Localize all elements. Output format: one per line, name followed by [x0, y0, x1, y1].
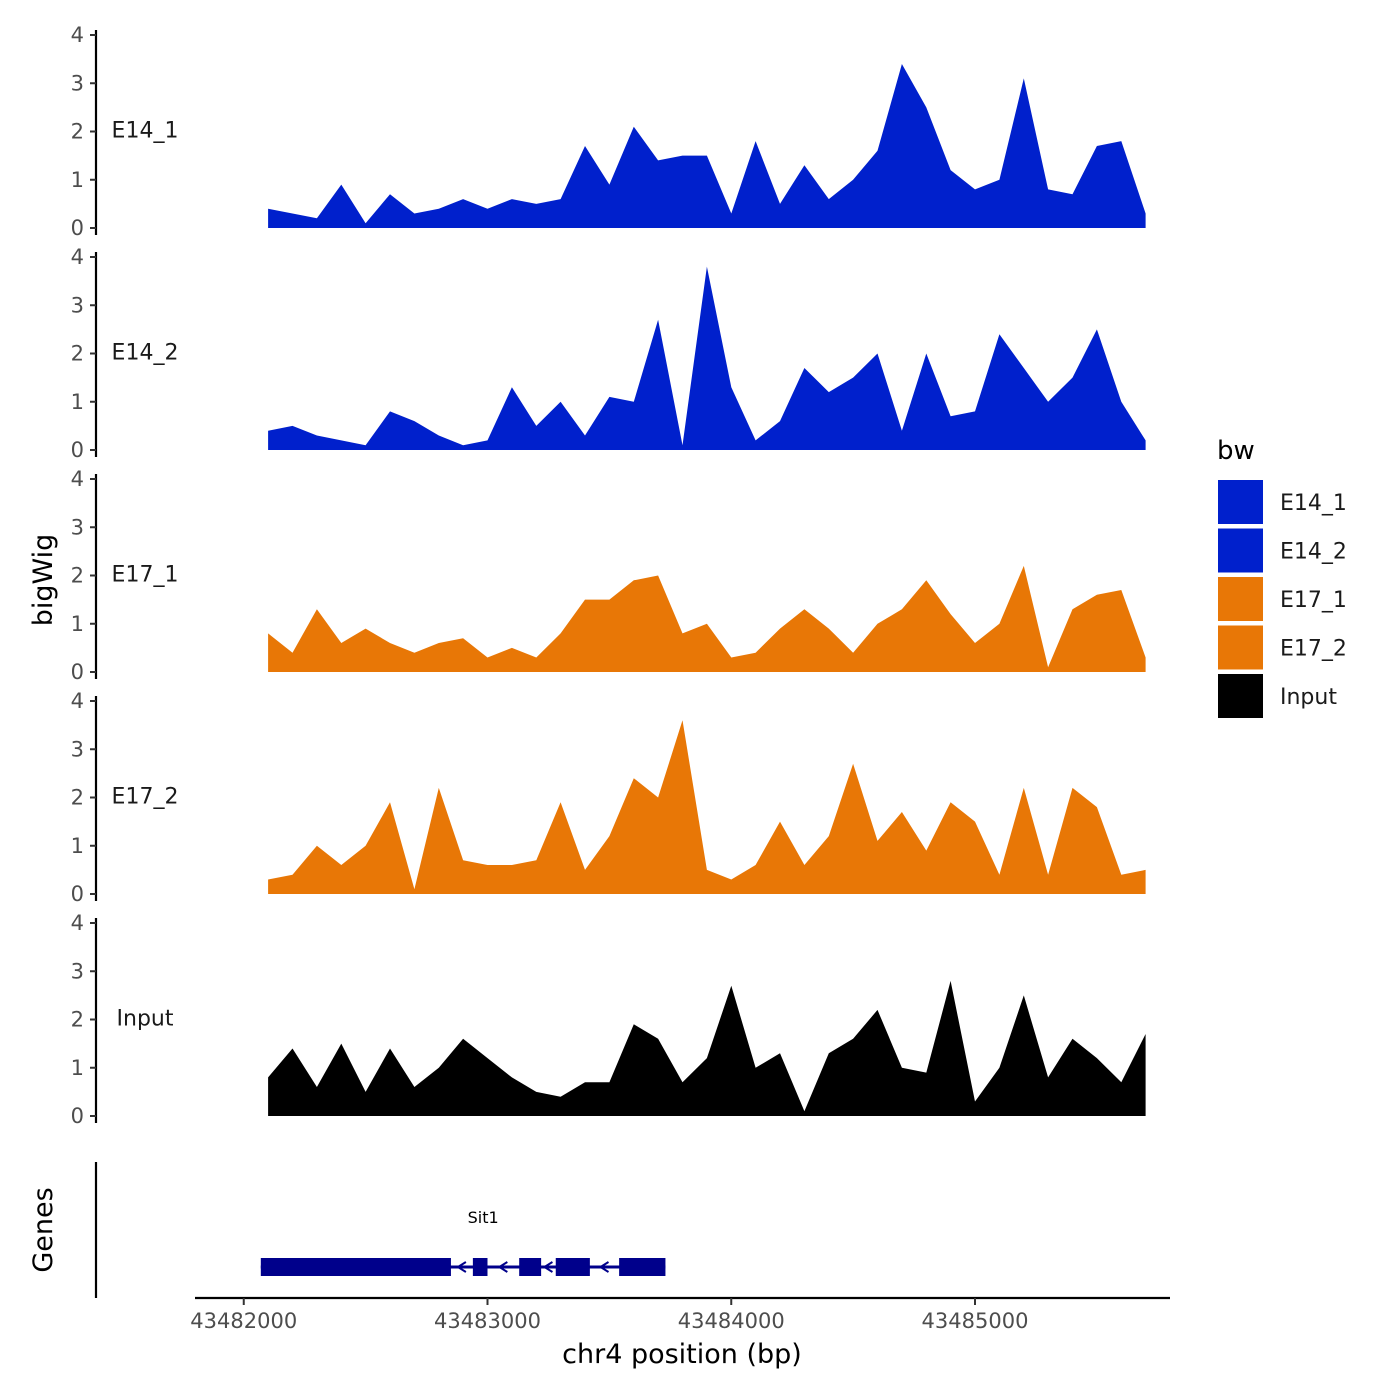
track-input: 0 1 2 3 4 Input [71, 911, 1146, 1128]
x-tick-label: 43485000 [922, 1309, 1029, 1333]
legend-swatch [1218, 577, 1263, 621]
y-tick-label: 0 [71, 882, 84, 906]
y-tick-label: 3 [71, 71, 84, 95]
y-tick-label: 1 [71, 834, 84, 858]
y-tick-label: 1 [71, 168, 84, 192]
y-tick-label: 0 [71, 438, 84, 462]
track-label: E17_1 [112, 563, 179, 588]
y-tick-label: 4 [71, 911, 84, 935]
track-e14-2: 0 1 2 3 4 E14_2 [71, 245, 1146, 462]
track-label: E17_2 [112, 785, 179, 810]
signal-area-e14-1 [268, 64, 1146, 228]
y-tick-label: 0 [71, 216, 84, 240]
y-tick-label: 0 [71, 660, 84, 684]
legend-label: E17_1 [1280, 588, 1347, 613]
y-tick-label: 3 [71, 959, 84, 983]
gene-strand-arrow [542, 1261, 553, 1273]
x-tick-label: 43482000 [190, 1309, 297, 1333]
y-axis-title: bigWig [28, 534, 59, 627]
y-tick-label: 1 [71, 1056, 84, 1080]
y-tick-label: 3 [71, 737, 84, 761]
gene-exon [619, 1258, 666, 1276]
track-label: E14_1 [112, 119, 179, 144]
gene-exon [472, 1258, 488, 1276]
bigwig-tracks: 0 1 2 3 4 E14_1 0 1 2 3 4 E14_2 0 1 2 3 4 E17_1 0 1 2 3 4 E17_2… [71, 23, 1146, 1128]
y-tick-label: 2 [71, 120, 84, 144]
y-tick-label: 4 [71, 23, 84, 47]
legend-label: E14_1 [1280, 491, 1347, 516]
gene-exon [555, 1258, 590, 1276]
track-e17-1: 0 1 2 3 4 E17_1 [71, 467, 1146, 684]
x-tick-label: 43484000 [678, 1309, 785, 1333]
track-label: E14_2 [112, 341, 179, 366]
y-tick-label: 4 [71, 467, 84, 491]
y-tick-label: 0 [71, 1104, 84, 1128]
y-tick-label: 3 [71, 293, 84, 317]
x-axis-title: chr4 position (bp) [562, 1339, 802, 1370]
y-tick-label: 3 [71, 515, 84, 539]
track-e14-1: 0 1 2 3 4 E14_1 [71, 23, 1146, 240]
gene-exon [260, 1258, 451, 1276]
gene-strand-arrow [598, 1261, 610, 1273]
signal-area-e14-2 [268, 266, 1146, 450]
signal-area-e17-2 [268, 720, 1146, 894]
gene-name-label: Sit1 [468, 1208, 499, 1227]
legend-label: E14_2 [1280, 540, 1347, 565]
legend-swatch [1218, 528, 1263, 573]
y-tick-label: 2 [71, 342, 84, 366]
legend-swatch [1218, 625, 1263, 670]
gene-sit1: Sit1 [260, 1208, 666, 1276]
track-label: Input [117, 1007, 174, 1032]
y-tick-label: 4 [71, 689, 84, 713]
genes-panel-title: Genes [28, 1187, 59, 1272]
x-tick-label: 43483000 [434, 1309, 541, 1333]
legend-swatch [1218, 674, 1263, 718]
legend-label: E17_2 [1280, 637, 1347, 662]
signal-area-input [268, 980, 1146, 1116]
y-tick-label: 1 [71, 390, 84, 414]
x-axis: 43482000 43483000 43484000 43485000 [190, 1296, 1170, 1333]
legend: bw E14_1 E14_2 E17_1 E17_2 Input [1217, 436, 1347, 718]
gene-exon [519, 1258, 542, 1276]
gene-strand-arrow [497, 1261, 508, 1273]
signal-area-e17-1 [268, 565, 1146, 672]
y-tick-label: 2 [71, 1008, 84, 1032]
y-tick-label: 2 [71, 786, 84, 810]
gene-strand-arrow [456, 1261, 467, 1273]
y-tick-label: 2 [71, 564, 84, 588]
legend-title: bw [1217, 436, 1255, 466]
y-tick-label: 1 [71, 612, 84, 636]
y-tick-label: 4 [71, 245, 84, 269]
legend-swatch [1218, 480, 1263, 524]
genes-panel: Genes Sit1 [28, 1162, 666, 1298]
track-e17-2: 0 1 2 3 4 E17_2 [71, 689, 1146, 906]
legend-label: Input [1280, 685, 1337, 710]
